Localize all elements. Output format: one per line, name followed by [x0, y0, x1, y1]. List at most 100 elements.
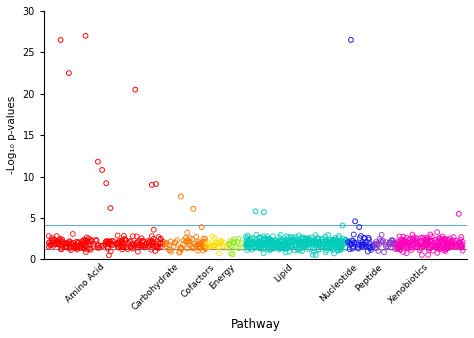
Point	[296, 240, 303, 245]
Point	[275, 235, 283, 240]
Point	[229, 239, 237, 245]
Point	[428, 242, 435, 247]
Point	[173, 238, 181, 243]
Point	[254, 241, 261, 246]
Point	[346, 240, 353, 245]
Point	[295, 233, 303, 238]
Point	[192, 234, 200, 240]
Point	[264, 239, 272, 245]
Point	[282, 243, 290, 248]
Point	[119, 241, 127, 246]
Point	[256, 242, 264, 247]
Point	[284, 243, 292, 248]
Point	[279, 239, 287, 244]
Point	[65, 239, 73, 244]
Point	[215, 244, 223, 249]
Point	[386, 240, 394, 245]
Point	[423, 238, 431, 244]
Point	[443, 241, 450, 246]
Point	[325, 237, 332, 242]
Point	[400, 241, 408, 246]
Point	[319, 241, 327, 246]
Point	[328, 242, 335, 247]
Point	[437, 235, 444, 241]
Point	[337, 247, 345, 252]
Point	[367, 245, 374, 250]
Point	[297, 240, 304, 245]
Point	[291, 248, 299, 253]
Point	[301, 242, 309, 247]
Point	[103, 241, 111, 246]
Point	[50, 240, 57, 245]
Point	[278, 237, 286, 243]
Point	[359, 242, 367, 247]
Point	[245, 242, 252, 247]
Point	[94, 242, 102, 248]
Point	[412, 236, 420, 242]
Point	[457, 234, 465, 240]
Point	[445, 241, 452, 246]
Point	[404, 241, 412, 246]
Point	[121, 237, 129, 243]
Point	[407, 245, 415, 250]
Point	[413, 244, 421, 250]
Point	[94, 243, 101, 249]
Point	[441, 245, 449, 250]
Point	[124, 246, 131, 252]
Point	[56, 238, 64, 243]
Point	[60, 241, 68, 246]
Point	[105, 239, 112, 244]
Point	[281, 240, 289, 246]
Point	[72, 244, 80, 249]
Point	[118, 239, 126, 244]
Point	[287, 243, 295, 248]
Point	[292, 235, 300, 240]
Point	[452, 244, 459, 249]
Point	[57, 247, 65, 252]
Point	[153, 243, 161, 248]
Point	[303, 237, 311, 242]
Point	[447, 239, 455, 244]
Point	[178, 246, 185, 252]
Point	[316, 241, 324, 246]
Point	[418, 252, 426, 258]
Point	[418, 242, 425, 247]
Point	[336, 241, 343, 246]
Point	[259, 242, 266, 247]
Point	[257, 240, 264, 245]
Point	[255, 245, 263, 251]
Point	[410, 240, 418, 245]
Point	[48, 235, 55, 241]
Point	[243, 244, 250, 249]
Point	[74, 239, 82, 245]
Point	[157, 244, 164, 250]
Point	[437, 244, 444, 249]
Point	[253, 232, 260, 237]
Point	[243, 238, 250, 243]
Point	[82, 237, 90, 243]
Point	[334, 243, 341, 249]
Point	[64, 241, 72, 246]
Point	[433, 244, 440, 250]
Point	[296, 247, 304, 252]
Point	[376, 236, 383, 242]
Point	[265, 242, 273, 247]
Point	[269, 246, 276, 251]
Point	[78, 245, 86, 250]
Point	[347, 37, 355, 43]
Point	[315, 236, 322, 242]
Point	[49, 237, 56, 243]
Point	[138, 243, 146, 248]
Point	[330, 239, 338, 245]
Point	[398, 241, 406, 246]
Point	[149, 240, 156, 246]
Point	[329, 247, 337, 253]
Point	[265, 236, 273, 242]
Point	[167, 249, 175, 255]
Point	[258, 243, 266, 248]
Point	[404, 243, 412, 248]
Point	[249, 242, 257, 247]
Point	[186, 239, 193, 244]
Point	[434, 241, 442, 247]
Point	[360, 235, 368, 241]
